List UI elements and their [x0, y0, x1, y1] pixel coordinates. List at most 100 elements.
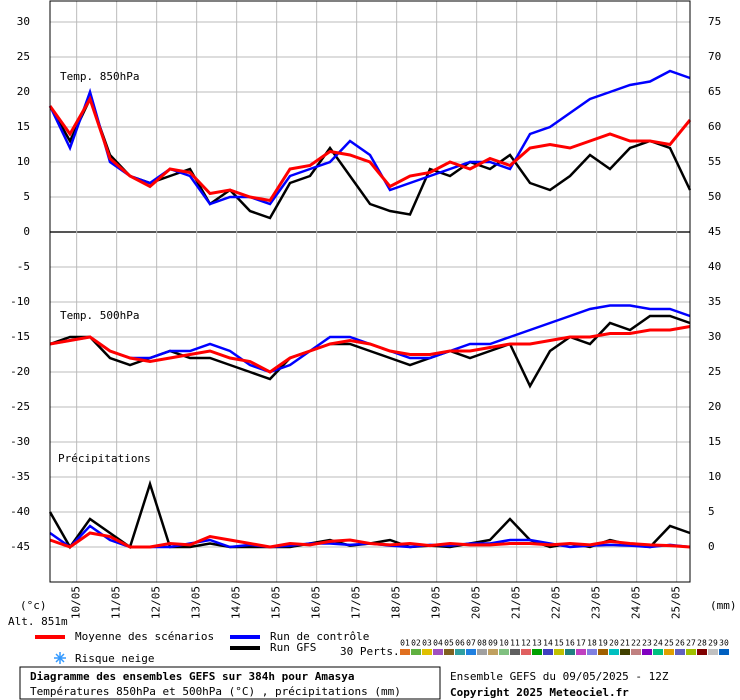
perturbation-swatch: [620, 649, 630, 655]
y2-tick-label: 10: [708, 470, 721, 483]
perturbation-swatch: [631, 649, 641, 655]
perturbation-label: 01: [400, 639, 410, 648]
perturbation-swatch: [466, 649, 476, 655]
y2-tick-label: 55: [708, 155, 721, 168]
y2-tick-label: 70: [708, 50, 721, 63]
y2-tick-label: 35: [708, 295, 721, 308]
perturbation-swatch: [455, 649, 465, 655]
perturbation-label: 18: [587, 639, 597, 648]
legend-label: Run de contrôle: [270, 630, 369, 643]
legend-label: Run GFS: [270, 641, 316, 654]
y-tick-label: -10: [10, 295, 30, 308]
copyright: Copyright 2025 Meteociel.fr: [450, 686, 629, 699]
perturbation-swatch: [477, 649, 487, 655]
legend-label: Moyenne des scénarios: [75, 630, 214, 643]
perturbation-swatch: [664, 649, 674, 655]
x-tick-label: 14/05: [230, 586, 243, 619]
perturbation-swatch: [554, 649, 564, 655]
y-tick-label: 20: [17, 85, 30, 98]
x-tick-label: 23/05: [590, 586, 603, 619]
perturbation-label: 05: [444, 639, 454, 648]
perturbation-swatch: [653, 649, 663, 655]
y2-tick-label: 50: [708, 190, 721, 203]
chart-subtitle: Températures 850hPa et 500hPa (°C) , pré…: [30, 685, 401, 698]
perturbation-label: 13: [532, 639, 542, 648]
y-tick-label: 0: [23, 225, 30, 238]
perturbation-label: 07: [466, 639, 476, 648]
perturbation-swatch: [444, 649, 454, 655]
perturbation-swatch: [576, 649, 586, 655]
y2-tick-label: 20: [708, 400, 721, 413]
perturbation-label: 09: [488, 639, 498, 648]
x-tick-label: 20/05: [470, 586, 483, 619]
x-tick-label: 18/05: [390, 586, 403, 619]
perturbation-swatch: [565, 649, 575, 655]
perturbation-swatch: [719, 649, 729, 655]
series-line: [49, 325, 691, 374]
y-tick-label: -20: [10, 365, 30, 378]
perturbation-label: 04: [433, 639, 443, 648]
lines: [48, 69, 692, 550]
y-tick-label: -5: [17, 260, 30, 273]
perturbation-label: 02: [411, 639, 421, 648]
grid: [50, 1, 690, 582]
x-tick-label: 13/05: [190, 586, 203, 619]
perturbation-swatch: [642, 649, 652, 655]
x-tick-label: 16/05: [310, 586, 323, 619]
y-tick-label: 15: [17, 120, 30, 133]
perturbation-label: 29: [708, 639, 718, 648]
chart-title: Diagramme des ensembles GEFS sur 384h po…: [30, 670, 355, 683]
perturbation-label: 10: [499, 639, 509, 648]
series-line: [48, 95, 692, 203]
y-tick-label: 30: [17, 15, 30, 28]
panel-label: Temp. 850hPa: [60, 70, 139, 83]
plot-frame: [49, 0, 691, 583]
perturbation-swatch: [686, 649, 696, 655]
perturbation-swatch: [400, 649, 410, 655]
series-line: [48, 69, 691, 206]
perturbation-label: 25: [664, 639, 674, 648]
snow-icon: [54, 652, 66, 664]
perturbation-label: 22: [631, 639, 641, 648]
y-unit: (°c): [20, 599, 47, 612]
y2-tick-label: 5: [708, 505, 715, 518]
x-tick-label: 15/05: [270, 586, 283, 619]
run-label: Ensemble GEFS du 09/05/2025 - 12Z: [450, 670, 669, 683]
perturbation-swatch: [609, 649, 619, 655]
x-tick-label: 11/05: [110, 586, 123, 619]
perturbation-swatch: [697, 649, 707, 655]
x-tick-label: 10/05: [70, 586, 83, 619]
x-tick-label: 17/05: [350, 586, 363, 619]
y2-tick-label: 45: [708, 225, 721, 238]
perturbation-swatch: [499, 649, 509, 655]
perturbation-label: 26: [675, 639, 685, 648]
perturbation-label: 28: [697, 639, 707, 648]
y-tick-label: -30: [10, 435, 30, 448]
perturbation-label: 21: [620, 639, 630, 648]
y-tick-label: 25: [17, 50, 30, 63]
title-box: [19, 666, 441, 700]
y2-tick-label: 40: [708, 260, 721, 273]
perturbation-swatch: [587, 649, 597, 655]
perturbation-label: 15: [554, 639, 564, 648]
series-line: [49, 531, 691, 549]
perturbation-label: 19: [598, 639, 608, 648]
x-tick-label: 25/05: [670, 586, 683, 619]
y-tick-label: -40: [10, 505, 30, 518]
snow-label: Risque neige: [75, 652, 154, 665]
y2-tick-label: 0: [708, 540, 715, 553]
y2-tick-label: 30: [708, 330, 721, 343]
perturbation-swatch: [532, 649, 542, 655]
perturbation-label: 16: [565, 639, 575, 648]
y-tick-label: -35: [10, 470, 30, 483]
perturbation-label: 20: [609, 639, 619, 648]
perturbation-label: 27: [686, 639, 696, 648]
x-tick-label: 22/05: [550, 586, 563, 619]
panel-label: Temp. 500hPa: [60, 309, 139, 322]
y-tick-label: 5: [23, 190, 30, 203]
perturbation-swatch: [675, 649, 685, 655]
x-tick-label: 19/05: [430, 586, 443, 619]
y2-tick-label: 75: [708, 15, 721, 28]
altitude: Alt. 851m: [8, 615, 68, 628]
